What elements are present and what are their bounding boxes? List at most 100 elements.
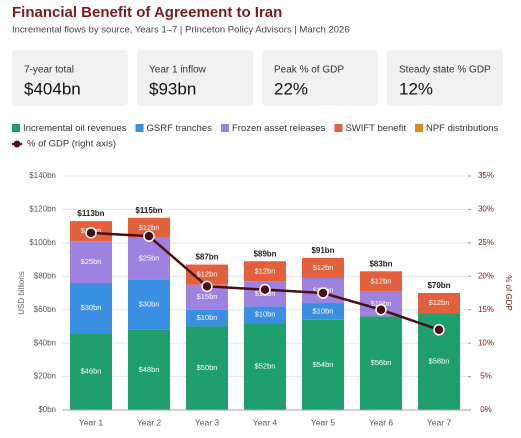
- bar-total-label: $113bn: [77, 209, 104, 218]
- bar-segment: [186, 326, 228, 410]
- gdp-point: [259, 283, 271, 296]
- legend-dot: [13, 140, 21, 148]
- bar-segment: [360, 271, 402, 292]
- x-tick-label: Year 3: [195, 417, 220, 427]
- gdp-point: [433, 324, 445, 336]
- bar-value-label: $10bn: [197, 313, 218, 322]
- kpi-card: [12, 50, 128, 106]
- bar-value-label: $12bn: [313, 263, 334, 272]
- bar-value-label: $15bn: [197, 292, 218, 301]
- bar-value-label: $12bn: [139, 223, 160, 232]
- bar-segment: [70, 282, 112, 334]
- bar-value-label: $56bn: [371, 358, 392, 367]
- legend-swatch: [135, 124, 144, 132]
- bar-segment: [70, 241, 112, 283]
- kpi-label: Peak % of GDP: [274, 65, 344, 76]
- legend-label: GSRF tranches: [147, 123, 213, 134]
- y-tick-label: $0bn: [38, 405, 56, 414]
- bar-value-label: $48bn: [139, 365, 160, 374]
- bar-value-label: $10bn: [313, 306, 334, 315]
- kpi-label: Year 1 inflow: [149, 65, 207, 76]
- bar-value-label: $46bn: [81, 367, 102, 376]
- y-tick-label: $60bn: [34, 305, 56, 314]
- bar-segment: [360, 316, 402, 410]
- bar-segment: [128, 217, 170, 238]
- bar-segment: [244, 323, 286, 410]
- bar-value-label: $52bn: [255, 362, 276, 371]
- y2-tick-label: 25%: [478, 238, 494, 247]
- kpi-label: 7-year total: [24, 65, 74, 76]
- gdp-point: [201, 280, 213, 293]
- bar-value-label: $10bn: [255, 310, 276, 319]
- y-tick-label: $40bn: [34, 338, 56, 347]
- legend-swatch: [334, 124, 343, 132]
- kpi-value: $93bn: [149, 79, 196, 98]
- bar-value-label: $15bn: [371, 299, 392, 308]
- bar-value-label: $50bn: [197, 363, 218, 372]
- bar-value-label: $12bn: [255, 266, 276, 275]
- y-tick-label: $80bn: [34, 271, 56, 280]
- bar-total-label: $70bn: [427, 281, 450, 290]
- y2-axis-title: % of GDP: [504, 275, 513, 311]
- x-tick-label: Year 1: [79, 417, 104, 427]
- y2-tick-label: 15%: [478, 305, 494, 314]
- bar-segment: [244, 306, 286, 324]
- bar-segment: [302, 319, 344, 410]
- y-tick-label: $20bn: [34, 372, 56, 381]
- bar-value-label: $25bn: [139, 254, 160, 263]
- y2-tick-label: 5%: [480, 372, 492, 381]
- bar-total-label: $87bn: [195, 253, 218, 262]
- bar-value-label: $30bn: [81, 303, 102, 312]
- bar-value-label: $58bn: [429, 357, 450, 366]
- bar-segment: [186, 264, 228, 285]
- y2-tick-label: 30%: [478, 205, 494, 214]
- y2-tick-label: 20%: [478, 271, 494, 280]
- bar-total-label: $91bn: [311, 246, 334, 255]
- legend-label: SWIFT benefit: [345, 123, 406, 134]
- gdp-point: [375, 303, 387, 316]
- x-tick-label: Year 5: [311, 417, 336, 427]
- bar-value-label: $54bn: [313, 360, 334, 369]
- bar-segment: [128, 237, 170, 280]
- y2-tick-label: 0%: [480, 405, 492, 414]
- kpi-card: [262, 50, 378, 106]
- bar-segment: [128, 329, 170, 410]
- bar-total-label: $83bn: [369, 259, 392, 268]
- bar-segment: [128, 279, 170, 330]
- bar-segment: [302, 303, 344, 320]
- y-tick-label: $140bn: [29, 171, 56, 180]
- legend-swatch: [12, 124, 20, 132]
- y-axis-title: USD billions: [17, 271, 26, 315]
- gdp-point: [143, 230, 155, 242]
- gdp-point: [85, 227, 97, 239]
- subtitle: Incremental flows by source, Years 1–7 |…: [12, 25, 350, 36]
- bar-value-label: $30bn: [139, 300, 160, 309]
- legend-label: Frozen asset releases: [232, 123, 326, 134]
- legend-swatch: [220, 124, 229, 132]
- x-tick-label: Year 6: [369, 417, 394, 427]
- bar-segment: [302, 257, 344, 278]
- bar-value-label: $12bn: [197, 270, 218, 279]
- kpi-value: $404bn: [24, 79, 81, 98]
- bar-value-label: $12bn: [371, 276, 392, 285]
- x-tick-label: Year 2: [137, 417, 162, 427]
- y-tick-label: $100bn: [29, 238, 56, 247]
- legend-swatch: [414, 124, 423, 132]
- kpi-card: [137, 50, 253, 106]
- kpi-value: 22%: [274, 79, 308, 98]
- kpi-card: [387, 50, 503, 106]
- y2-tick-label: 35%: [478, 171, 494, 180]
- bar-total-label: $89bn: [253, 249, 276, 258]
- bar-segment: [418, 293, 460, 314]
- y2-tick-label: 10%: [478, 338, 494, 347]
- x-tick-label: Year 7: [427, 417, 452, 427]
- legend-label: Incremental oil revenues: [23, 123, 127, 134]
- bar-value-label: $25bn: [81, 257, 102, 266]
- legend-label: % of GDP (right axis): [27, 139, 116, 150]
- x-tick-label: Year 4: [253, 417, 278, 427]
- bar-segment: [70, 333, 112, 410]
- title: Financial Benefit of Agreement to Iran: [12, 4, 282, 21]
- kpi-value: 12%: [399, 79, 433, 98]
- kpi-label: Steady state % GDP: [399, 65, 491, 76]
- gdp-point: [317, 287, 329, 299]
